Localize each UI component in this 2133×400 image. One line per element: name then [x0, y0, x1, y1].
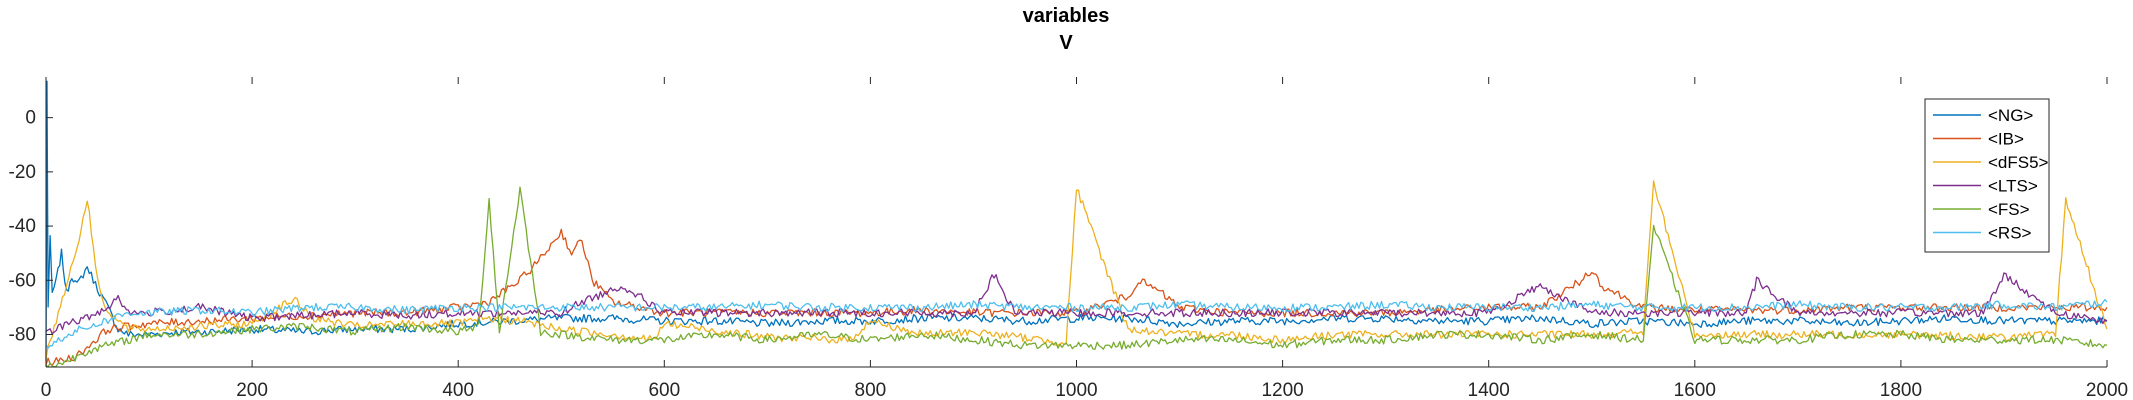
y-tick-label: -40 [9, 216, 36, 237]
legend-label-5: <RS> [1988, 224, 2032, 243]
x-tick-label: 800 [855, 380, 887, 400]
legend-label-1: <IB> [1988, 130, 2024, 149]
legend-label-4: <FS> [1988, 200, 2030, 219]
series-line-5 [45, 298, 2108, 349]
x-tick-label: 1800 [1880, 380, 1922, 400]
series-line-1 [45, 228, 2108, 367]
chart-subtitle: V [1059, 32, 1073, 54]
series-line-0 [45, 80, 2108, 361]
x-tick-label: 1400 [1468, 380, 1510, 400]
y-tick-label: 0 [25, 108, 36, 129]
x-tick-label: 1200 [1261, 380, 1303, 400]
x-tick-label: 200 [236, 380, 268, 400]
y-tick-label: -60 [9, 270, 36, 291]
x-tick-label: 1600 [1674, 380, 1716, 400]
legend-box [1924, 98, 2050, 253]
y-tick-label: -80 [9, 324, 36, 345]
axes-layer: 0 200 400 600 800 1000 1200 1400 1600 1800 2000 0 -2… [9, 77, 2128, 400]
series-layer [45, 80, 2108, 368]
legend: <NG> <IB> <dFS5> <LTS> <FS> <RS> [1924, 98, 2050, 253]
x-tick-label: 2000 [2086, 380, 2128, 400]
chart-title: variables [1023, 5, 1110, 27]
series-line-3 [45, 272, 2108, 335]
legend-label-2: <dFS5> [1988, 153, 2049, 172]
x-tick-label: 400 [442, 380, 474, 400]
legend-label-0: <NG> [1988, 106, 2033, 125]
legend-label-3: <LTS> [1988, 177, 2038, 196]
series-line-4 [45, 186, 2108, 368]
y-tick-label: -20 [9, 162, 36, 183]
plot-background [46, 77, 2107, 367]
series-line-2 [45, 180, 2108, 360]
x-tick-label: 0 [41, 380, 52, 400]
plot-area [46, 77, 2107, 367]
x-tick-label: 600 [648, 380, 680, 400]
x-tick-label: 1000 [1055, 380, 1097, 400]
